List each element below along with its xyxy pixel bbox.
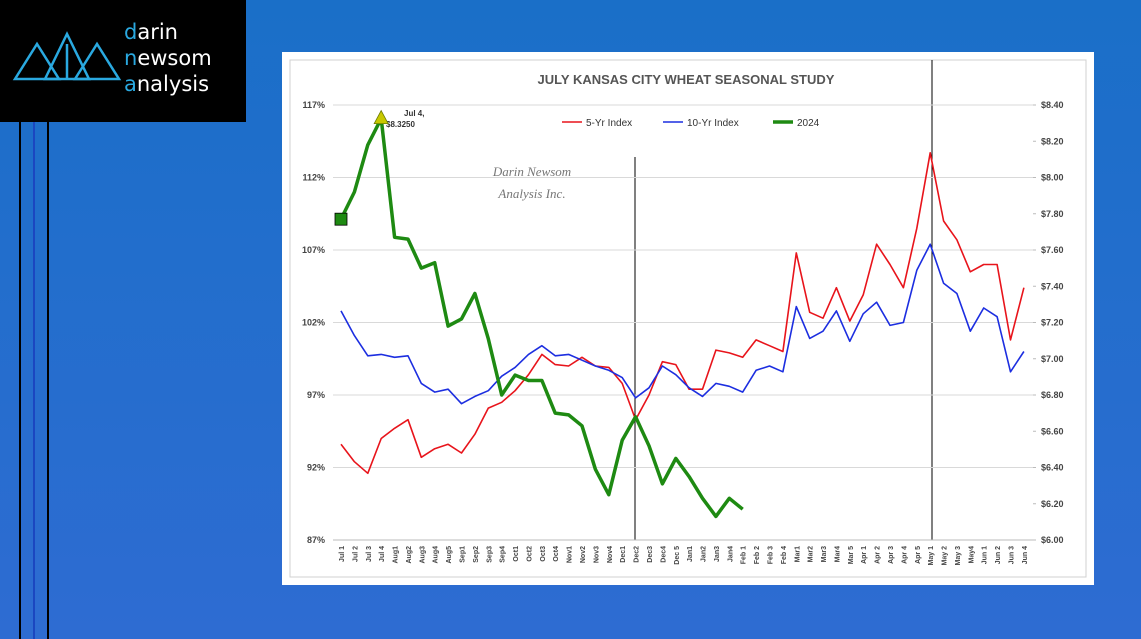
x-tick-label: Jun 1 (982, 546, 989, 564)
x-tick-label: Mar 5 (848, 546, 855, 564)
x-tick-label: Jun 2 (995, 546, 1002, 564)
x-tick-label: Apr 2 (875, 546, 882, 564)
y2-tick-label: $7.60 (1041, 245, 1064, 255)
x-tick-label: Oct1 (513, 546, 520, 562)
y-tick-label: 112% (302, 173, 325, 183)
y-tick-label: 102% (302, 318, 325, 328)
y-tick-label: 92% (307, 463, 325, 473)
chart-panel (282, 52, 1094, 585)
x-tick-label: Sep1 (460, 546, 467, 563)
y2-tick-label: $6.00 (1041, 535, 1064, 545)
start-marker (334, 212, 348, 226)
y2-tick-label: $6.80 (1041, 390, 1064, 400)
x-tick-label: Dec 5 (674, 546, 681, 565)
x-tick-label: Mar4 (834, 546, 841, 562)
y2-tick-label: $7.00 (1041, 354, 1064, 364)
x-tick-label: Apr 1 (861, 546, 868, 564)
x-tick-label: Dec4 (660, 546, 667, 563)
x-tick-label: Jan4 (727, 546, 734, 562)
x-tick-label: May 3 (955, 546, 962, 566)
x-tick-label: Nov3 (593, 546, 600, 563)
x-tick-label: Nov4 (607, 546, 614, 563)
legend-label: 5-Yr Index (586, 118, 632, 129)
x-tick-label: Feb 3 (767, 546, 774, 564)
series-line (340, 243, 1025, 405)
y2-tick-label: $7.80 (1041, 209, 1064, 219)
x-tick-label: Jul 4 (379, 546, 386, 562)
x-tick-label: Jan3 (714, 546, 721, 562)
x-tick-label: Aug2 (406, 546, 413, 564)
logo-text: newsom (124, 46, 212, 70)
y2-tick-label: $8.40 (1041, 100, 1064, 110)
x-tick-label: Jan1 (687, 546, 694, 562)
deco-line (33, 122, 35, 639)
x-tick-label: Jul 3 (366, 546, 373, 562)
y2-tick-label: $6.40 (1041, 463, 1064, 473)
x-tick-label: Nov1 (567, 546, 574, 563)
y2-tick-label: $7.40 (1041, 281, 1064, 291)
x-tick-label: May4 (968, 546, 975, 564)
high-marker (373, 109, 389, 124)
x-tick-label: Feb 2 (754, 546, 761, 564)
y-tick-label: 107% (302, 245, 325, 255)
y2-tick-label: $6.60 (1041, 426, 1064, 436)
chart-border (289, 59, 1087, 578)
watermark: Darin Newsom (492, 164, 571, 179)
x-tick-label: Dec2 (634, 546, 641, 563)
x-tick-label: Nov2 (580, 546, 587, 563)
x-tick-label: Aug3 (419, 546, 426, 564)
chart: JULY KANSAS CITY WHEAT SEASONAL STUDY Da… (282, 52, 1094, 585)
legend-label: 2024 (797, 118, 820, 129)
x-tick-label: May 2 (942, 546, 949, 566)
x-tick-label: Oct2 (526, 546, 533, 562)
x-tick-label: Jun 4 (1022, 546, 1029, 564)
x-tick-label: Aug1 (393, 546, 400, 564)
logo: darin newsom analysis (0, 0, 246, 122)
x-tick-label: Mar3 (821, 546, 828, 562)
x-tick-label: Jul 2 (352, 546, 359, 562)
series-line (339, 116, 744, 519)
x-tick-label: Oct4 (553, 546, 560, 562)
x-tick-label: Jun 3 (1009, 546, 1016, 564)
x-tick-label: Jan2 (701, 546, 708, 562)
deco-line (47, 122, 49, 639)
x-tick-label: Apr 4 (901, 546, 908, 564)
logo-icon (12, 31, 122, 81)
logo-text: analysis (124, 72, 210, 96)
x-tick-label: Sep2 (473, 546, 480, 563)
x-tick-label: Jul 1 (339, 546, 346, 562)
y2-tick-label: $6.20 (1041, 499, 1064, 509)
legend-label: 10-Yr Index (687, 118, 739, 129)
y-tick-label: 97% (307, 390, 325, 400)
chart-title: JULY KANSAS CITY WHEAT SEASONAL STUDY (538, 72, 835, 87)
annotation: Jul 4, (404, 109, 424, 118)
watermark: Analysis Inc. (497, 186, 565, 201)
y2-tick-label: $8.00 (1041, 173, 1064, 183)
y-tick-label: 117% (302, 100, 325, 110)
x-tick-label: Feb 1 (741, 546, 748, 564)
x-tick-label: Apr 3 (888, 546, 895, 564)
series-line (340, 152, 1025, 475)
deco-line (19, 122, 21, 639)
y-tick-label: 87% (307, 535, 325, 545)
x-tick-label: Dec3 (647, 546, 654, 563)
y2-tick-label: $7.20 (1041, 318, 1064, 328)
x-tick-label: Apr 5 (915, 546, 922, 564)
annotation: $8.3250 (386, 120, 415, 129)
x-tick-label: May 1 (928, 546, 935, 566)
x-tick-label: Aug5 (446, 546, 453, 564)
x-tick-label: Oct3 (540, 546, 547, 562)
x-tick-label: Aug4 (433, 546, 440, 564)
x-tick-label: Mar2 (808, 546, 815, 562)
logo-text: darin (124, 20, 178, 44)
x-tick-label: Sep3 (486, 546, 493, 563)
x-tick-label: Feb 4 (781, 546, 788, 564)
x-tick-label: Sep4 (500, 546, 507, 563)
y2-tick-label: $8.20 (1041, 136, 1064, 146)
x-tick-label: Dec1 (620, 546, 627, 563)
x-tick-label: Mar1 (794, 546, 801, 562)
